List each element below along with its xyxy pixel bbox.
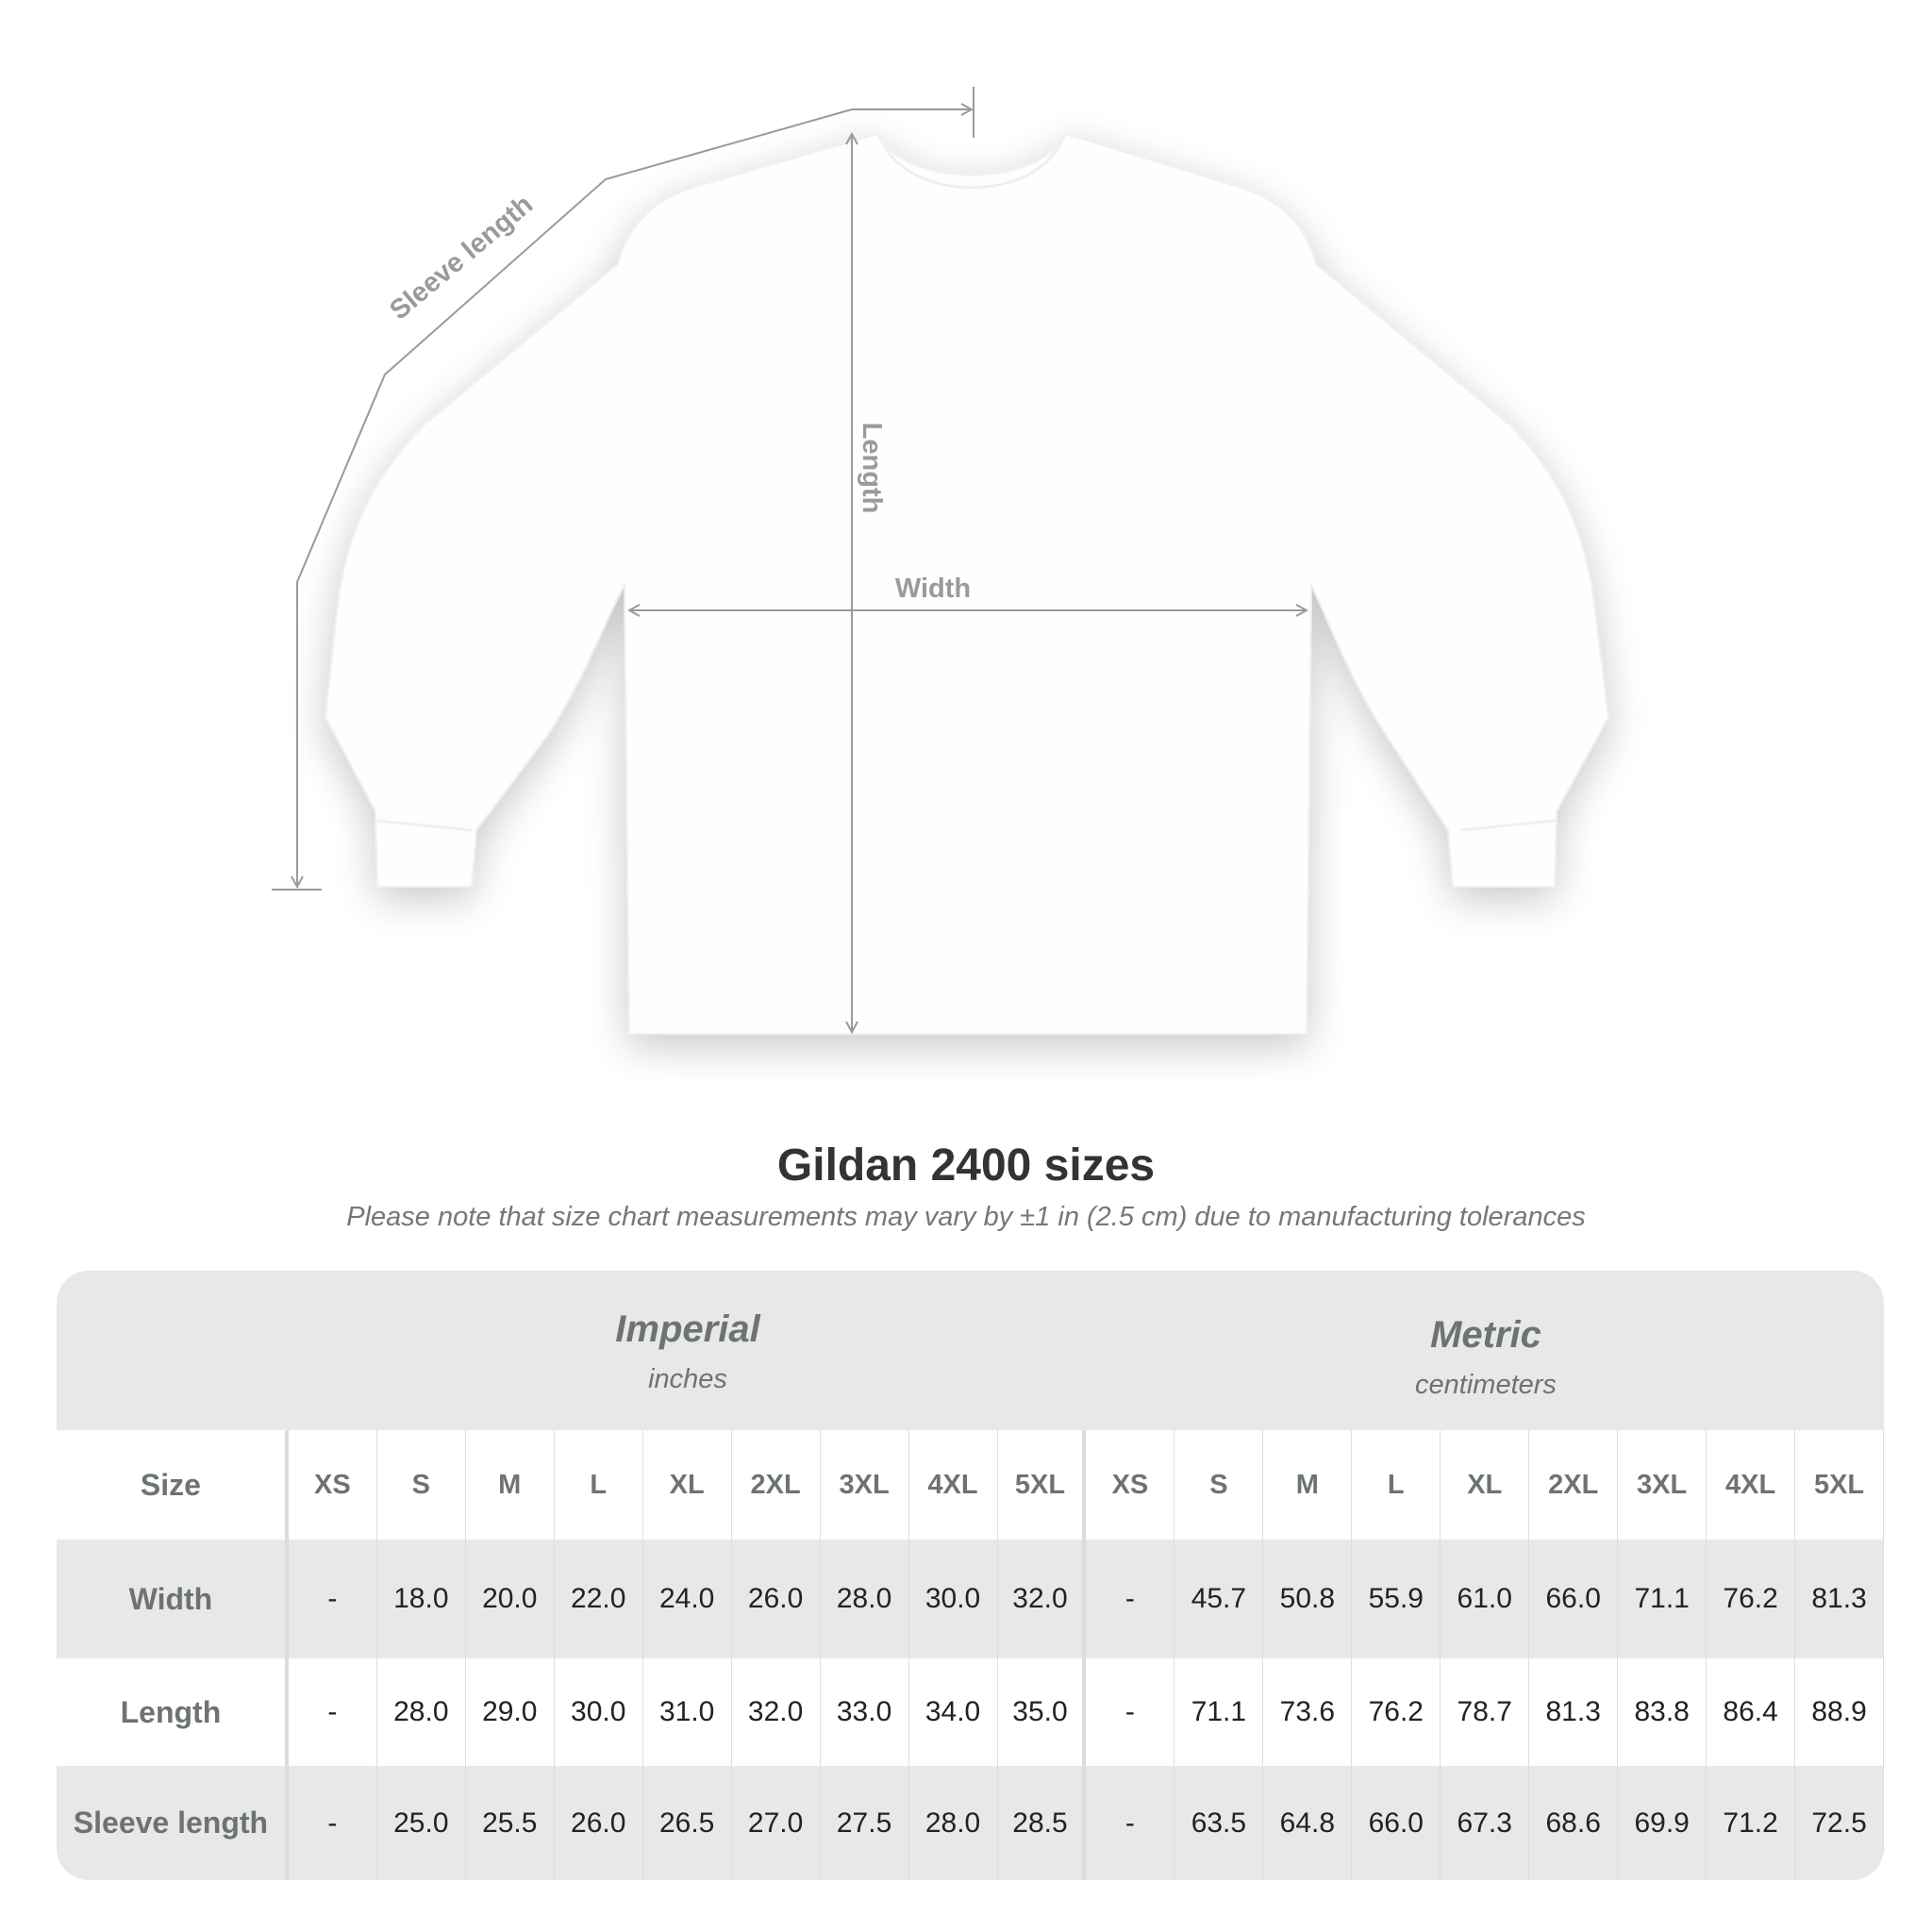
- size-column-header: 3XL: [821, 1430, 909, 1540]
- imperial-value-cell: 32.0: [998, 1540, 1087, 1658]
- metric-value-cell: 71.1: [1174, 1658, 1264, 1766]
- metric-value-cell: 78.7: [1441, 1658, 1530, 1766]
- metric-value-cell: 71.1: [1618, 1540, 1707, 1658]
- imperial-value-cell: 34.0: [909, 1658, 998, 1766]
- unit-header-band: Imperial inches Metric centimeters: [57, 1271, 1884, 1430]
- imperial-value-cell: -: [289, 1658, 377, 1766]
- metric-value-cell: 72.5: [1795, 1766, 1884, 1880]
- metric-value-cell: 76.2: [1352, 1658, 1441, 1766]
- metric-value-cell: 76.2: [1707, 1540, 1796, 1658]
- metric-value-cell: 67.3: [1441, 1766, 1530, 1880]
- metric-value-cell: 64.8: [1263, 1766, 1353, 1880]
- table-row: Width -18.0 20.0 22.0 24.0 26.0 28.0 30.0 32.0-4…: [57, 1540, 1884, 1658]
- imperial-value-cell: 20.0: [466, 1540, 555, 1658]
- imperial-value-cell: -: [289, 1766, 377, 1880]
- size-column-header: S: [377, 1430, 466, 1540]
- imperial-value-cell: 26.0: [732, 1540, 821, 1658]
- imperial-value-cell: 28.0: [821, 1540, 909, 1658]
- imperial-value-cell: 27.5: [821, 1766, 909, 1880]
- metric-value-cell: 61.0: [1441, 1540, 1530, 1658]
- imperial-value-cell: -: [289, 1540, 377, 1658]
- imperial-value-cell: 28.0: [909, 1766, 998, 1880]
- imperial-value-cell: 33.0: [821, 1658, 909, 1766]
- metric-unit: centimeters: [1415, 1370, 1557, 1400]
- metric-value-cell: 45.7: [1174, 1540, 1264, 1658]
- imperial-value-cell: 28.5: [998, 1766, 1087, 1880]
- imperial-value-cell: 30.0: [555, 1658, 643, 1766]
- size-table: Imperial inches Metric centimeters Size X…: [57, 1271, 1884, 1880]
- size-column-header: M: [466, 1430, 555, 1540]
- metric-value-cell: -: [1086, 1658, 1175, 1766]
- tolerance-note: Please note that size chart measurements…: [346, 1202, 1586, 1232]
- sleeve-length-line: [297, 109, 972, 887]
- metric-value-cell: 83.8: [1618, 1658, 1707, 1766]
- sleeve-length-label: Sleeve length: [384, 190, 539, 326]
- size-column-header: 5XL: [998, 1430, 1087, 1540]
- size-column-header: XS: [289, 1430, 377, 1540]
- imperial-value-cell: 27.0: [732, 1766, 821, 1880]
- imperial-value-cell: 24.0: [643, 1540, 732, 1658]
- size-column-header: L: [1352, 1430, 1441, 1540]
- size-column-header: XS: [1086, 1430, 1175, 1540]
- imperial-value-cell: 30.0: [909, 1540, 998, 1658]
- metric-value-cell: 81.3: [1795, 1540, 1884, 1658]
- size-column-header: 4XL: [1707, 1430, 1796, 1540]
- imperial-value-cell: 35.0: [998, 1658, 1087, 1766]
- table-row: Length -28.0 29.0 30.0 31.0 32.0 33.0 34.0 35.0-…: [57, 1658, 1884, 1766]
- imperial-unit: inches: [648, 1364, 727, 1394]
- metric-value-cell: 68.6: [1529, 1766, 1619, 1880]
- metric-value-cell: 66.0: [1352, 1766, 1441, 1880]
- metric-value-cell: 66.0: [1529, 1540, 1619, 1658]
- metric-value-cell: 69.9: [1618, 1766, 1707, 1880]
- size-column-header: 4XL: [909, 1430, 998, 1540]
- row-label: Length: [57, 1658, 289, 1766]
- measurement-lines: [272, 87, 1307, 1032]
- imperial-value-cell: 26.5: [643, 1766, 732, 1880]
- header-row: Size XS S M L XL 2XL 3XL 4XL 5XL XS S M L XL 2XL 3XL 4XL 5…: [57, 1430, 1884, 1540]
- imperial-value-cell: 18.0: [377, 1540, 466, 1658]
- metric-value-cell: 73.6: [1263, 1658, 1353, 1766]
- size-column-header: S: [1174, 1430, 1264, 1540]
- size-column-header: 2XL: [732, 1430, 821, 1540]
- metric-value-cell: 63.5: [1174, 1766, 1264, 1880]
- imperial-value-cell: 29.0: [466, 1658, 555, 1766]
- imperial-value-cell: 22.0: [555, 1540, 643, 1658]
- metric-header: Metric centimeters: [1087, 1314, 1884, 1401]
- imperial-header: Imperial inches: [289, 1308, 1087, 1395]
- shirt-measurement-diagram: Sleeve length Length Width: [272, 87, 1610, 1035]
- size-column-header: 5XL: [1795, 1430, 1884, 1540]
- imperial-value-cell: 25.0: [377, 1766, 466, 1880]
- metric-value-cell: 50.8: [1263, 1540, 1353, 1658]
- imperial-title: Imperial: [615, 1308, 760, 1350]
- size-header: Size: [57, 1430, 289, 1540]
- page-title: Gildan 2400 sizes: [776, 1141, 1156, 1191]
- metric-value-cell: -: [1086, 1766, 1175, 1880]
- metric-value-cell: 71.2: [1707, 1766, 1796, 1880]
- size-column-header: M: [1263, 1430, 1353, 1540]
- metric-value-cell: 81.3: [1529, 1658, 1619, 1766]
- size-column-header: XL: [1441, 1430, 1530, 1540]
- size-column-header: L: [555, 1430, 643, 1540]
- imperial-value-cell: 31.0: [643, 1658, 732, 1766]
- metric-value-cell: -: [1086, 1540, 1175, 1658]
- metric-value-cell: 86.4: [1707, 1658, 1796, 1766]
- metric-title: Metric: [1430, 1314, 1541, 1356]
- row-label: Sleeve length: [57, 1766, 289, 1880]
- imperial-value-cell: 26.0: [555, 1766, 643, 1880]
- length-label: Length: [857, 423, 887, 514]
- width-label: Width: [895, 574, 971, 604]
- imperial-value-cell: 25.5: [466, 1766, 555, 1880]
- imperial-value-cell: 32.0: [732, 1658, 821, 1766]
- metric-value-cell: 55.9: [1352, 1540, 1441, 1658]
- size-column-header: 3XL: [1618, 1430, 1707, 1540]
- metric-value-cell: 88.9: [1795, 1658, 1884, 1766]
- table-row: Sleeve length -25.0 25.5 26.0 26.5 27.0 27.5 28…: [57, 1766, 1884, 1880]
- row-label: Width: [57, 1540, 289, 1658]
- size-column-header: XL: [643, 1430, 732, 1540]
- imperial-value-cell: 28.0: [377, 1658, 466, 1766]
- size-column-header: 2XL: [1529, 1430, 1619, 1540]
